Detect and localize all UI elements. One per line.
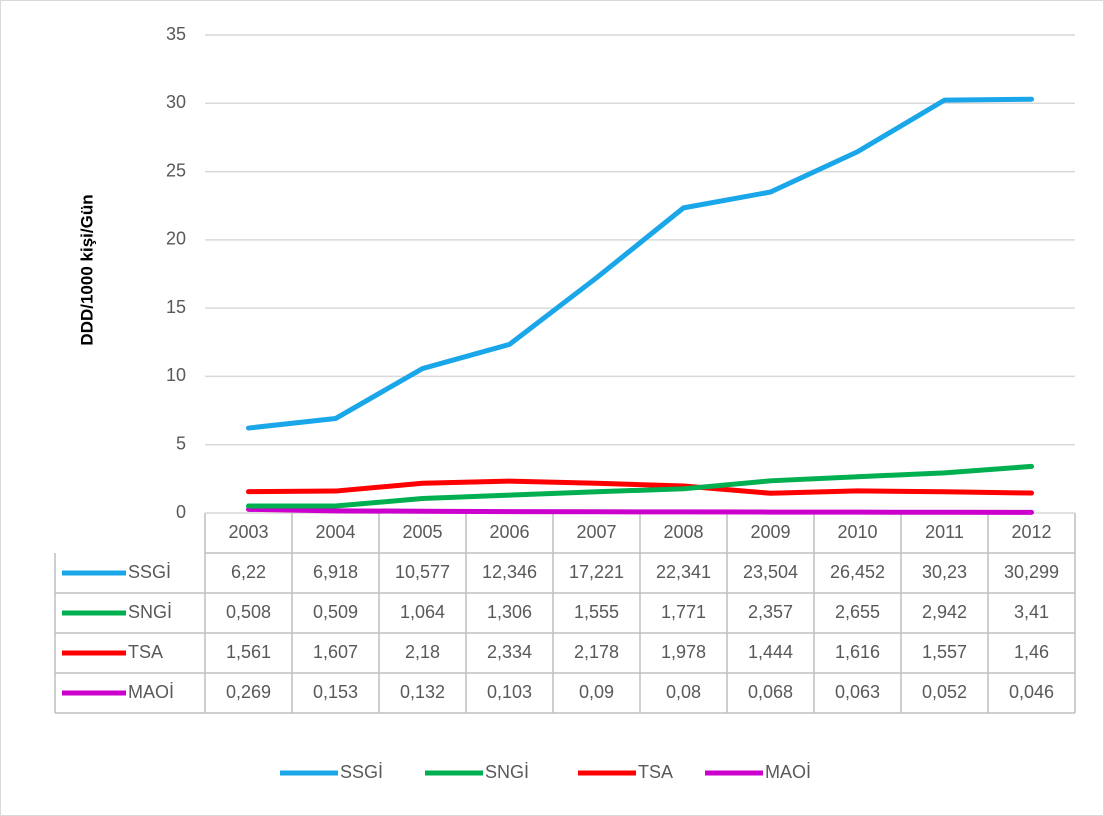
table-value: 6,918 [313,562,358,582]
table-value: 22,341 [656,562,711,582]
table-value: 23,504 [743,562,798,582]
y-tick-label: 25 [166,160,186,180]
x-tick-label: 2008 [663,522,703,542]
x-tick-label: 2012 [1011,522,1051,542]
x-tick-label: 2006 [489,522,529,542]
series-line [246,463,1034,509]
y-tick-label: 10 [166,365,186,385]
series-line [246,506,1034,515]
table-value: 0,132 [400,682,445,702]
y-tick-label: 0 [176,502,186,522]
table-value: 1,557 [922,642,967,662]
table-value: 12,346 [482,562,537,582]
table-series-name: TSA [128,642,163,662]
table-value: 0,509 [313,602,358,622]
y-tick-label: 35 [166,24,186,44]
table-value: 0,508 [226,602,271,622]
table-value: 0,103 [487,682,532,702]
table-value: 10,577 [395,562,450,582]
table-value: 30,299 [1004,562,1059,582]
legend-label: SSGİ [340,762,383,782]
x-tick-label: 2003 [228,522,268,542]
legend-label: TSA [638,762,673,782]
table-value: 1,771 [661,602,706,622]
legend-label: SNGİ [485,762,529,782]
table-value: 1,444 [748,642,793,662]
table-value: 1,306 [487,602,532,622]
table-value: 26,452 [830,562,885,582]
table-value: 2,334 [487,642,532,662]
table-value: 0,269 [226,682,271,702]
table-value: 0,08 [666,682,701,702]
y-tick-label: 30 [166,92,186,112]
table-value: 0,052 [922,682,967,702]
x-tick-label: 2010 [837,522,877,542]
table-value: 0,153 [313,682,358,702]
table-value: 2,18 [405,642,440,662]
series-line [246,478,1034,496]
table-value: 0,063 [835,682,880,702]
x-tick-label: 2009 [750,522,790,542]
x-tick-label: 2007 [576,522,616,542]
y-tick-label: 15 [166,297,186,317]
table-value: 0,09 [579,682,614,702]
table-value: 1,607 [313,642,358,662]
x-tick-label: 2004 [315,522,355,542]
table-series-name: SSGİ [128,562,171,582]
table-value: 1,616 [835,642,880,662]
table-value: 30,23 [922,562,967,582]
table-series-name: MAOİ [128,682,174,702]
table-value: 0,046 [1009,682,1054,702]
y-axis-label: DDD/1000 kişi/Gün [77,194,96,345]
x-tick-label: 2011 [925,522,964,542]
legend-label: MAOİ [765,762,811,782]
table-value: 2,655 [835,602,880,622]
y-tick-label: 5 [176,433,186,453]
table-value: 1,555 [574,602,619,622]
table-series-name: SNGİ [128,602,172,622]
table-value: 2,357 [748,602,793,622]
table-value: 1,46 [1014,642,1049,662]
table-value: 3,41 [1014,602,1049,622]
table-value: 0,068 [748,682,793,702]
table-value: 1,064 [400,602,445,622]
table-value: 6,22 [231,562,266,582]
table-value: 1,978 [661,642,706,662]
table-value: 2,942 [922,602,967,622]
table-value: 17,221 [569,562,624,582]
y-tick-label: 20 [166,229,186,249]
x-tick-label: 2005 [402,522,442,542]
series-line [246,96,1034,431]
table-value: 2,178 [574,642,619,662]
table-value: 1,561 [226,642,271,662]
